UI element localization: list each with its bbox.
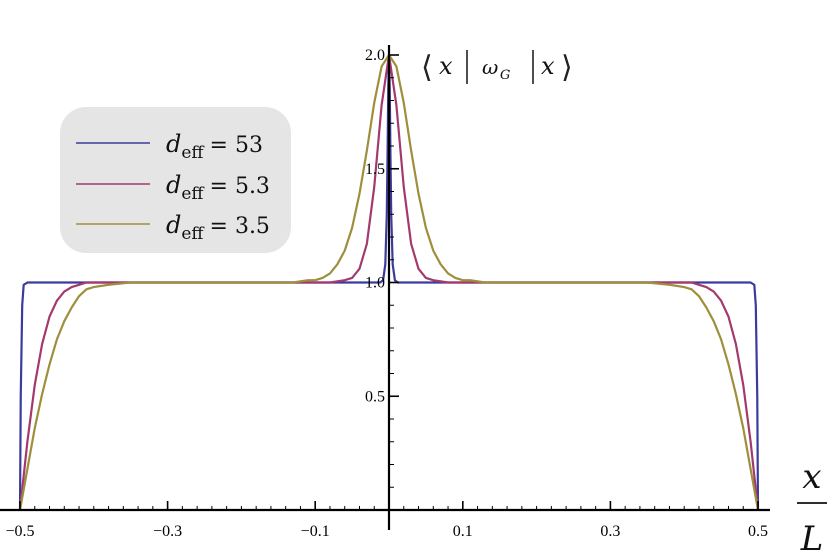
legend-subscript: eff <box>181 184 205 204</box>
tick-layer: −0.5 −0.3 −0.1 0.1 0.3 0.5 0.5 1.0 1.5 2.0 <box>5 47 768 540</box>
ylabel-bra: x <box>439 52 453 80</box>
x-tick-label: 0.3 <box>600 523 620 540</box>
x-tick-label: −0.3 <box>153 523 182 540</box>
legend-value: = 3.5 <box>210 214 270 239</box>
ylabel-op-sub: G <box>500 68 510 83</box>
x-tick-label: 0.1 <box>453 523 473 540</box>
ylabel-op: ω <box>482 55 498 79</box>
y-axis-label: ⟨ x ω G x ⟩ <box>421 50 573 85</box>
legend-value: = 5.3 <box>210 174 270 199</box>
legend-symbol: d <box>166 171 181 199</box>
legend-subscript: eff <box>181 143 205 163</box>
xlabel-numerator: x <box>802 457 821 497</box>
legend-label-3: deff = 3.5 <box>166 211 270 244</box>
legend-subscript: eff <box>181 224 205 244</box>
legend-symbol: d <box>166 211 181 239</box>
bra-open-bracket: ⟨ <box>421 50 433 85</box>
x-tick-label: −0.5 <box>5 523 34 540</box>
legend-label-1: deff = 53 <box>166 130 263 163</box>
y-tick-label: 1.0 <box>365 275 385 292</box>
x-axis-label: x L <box>797 457 827 559</box>
legend-value: = 53 <box>210 133 263 158</box>
legend-label-2: deff = 5.3 <box>166 171 270 204</box>
x-tick-label: 0.5 <box>748 523 768 540</box>
y-tick-label: 1.5 <box>365 161 385 178</box>
xlabel-denominator: L <box>800 519 824 559</box>
y-tick-label: 0.5 <box>365 388 385 405</box>
y-tick-label: 2.0 <box>365 47 385 64</box>
legend-symbol: d <box>166 130 181 158</box>
x-tick-label: −0.1 <box>301 523 330 540</box>
ket-close-bracket: ⟩ <box>561 50 573 85</box>
ylabel-ket: x <box>541 52 555 80</box>
